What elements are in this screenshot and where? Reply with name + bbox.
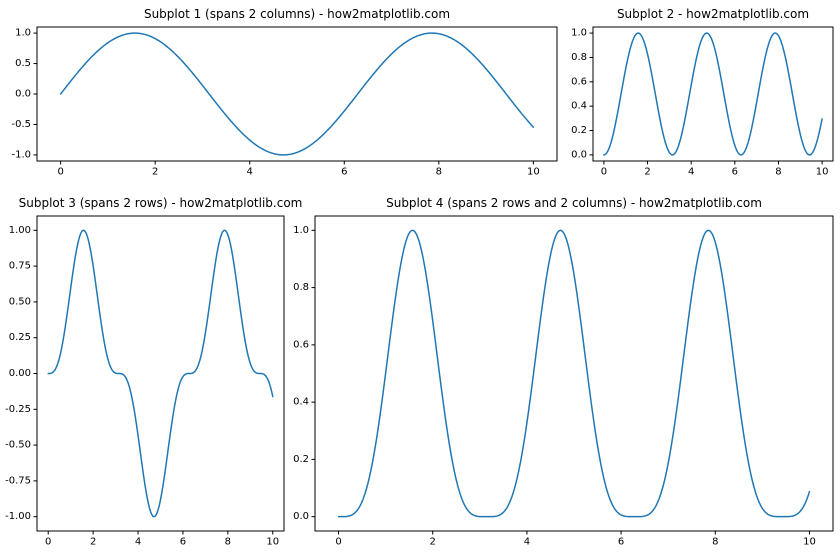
y-tick-label: -0.50 [5,440,31,451]
x-tick-label: 10 [266,536,279,547]
y-tick-label: 0.2 [293,454,309,465]
subplot-4-line [337,229,811,518]
x-tick-label: 10 [816,166,829,177]
x-tick-label: 2 [430,536,436,547]
x-tick-label: 6 [732,166,738,177]
subplot-1-spines [36,26,558,162]
x-tick-label: 6 [180,536,186,547]
subplot-1-line [59,32,535,156]
subplot-1-title: Subplot 1 (spans 2 columns) - how2matplo… [144,7,450,21]
y-tick-label: 0.0 [571,149,587,160]
y-tick-label: -0.5 [11,119,31,130]
x-tick-label: 4 [135,536,141,547]
x-tick-label: 2 [644,166,650,177]
subplot-3-line [47,229,274,518]
y-tick-label: 0.6 [571,76,587,87]
y-tick-label: 0.25 [9,332,31,343]
subplot-4: Subplot 4 (spans 2 rows and 2 columns) -… [293,196,834,547]
y-tick-label: 0.8 [293,282,309,293]
y-tick-label: 1.0 [15,28,31,39]
x-tick-label: 10 [803,536,816,547]
x-tick-label: 0 [335,536,341,547]
x-tick-label: 8 [775,166,781,177]
x-tick-label: 8 [436,166,442,177]
y-tick-label: -0.25 [5,404,31,415]
x-tick-label: 6 [618,536,624,547]
y-tick-label: 1.0 [571,28,587,39]
y-tick-label: 0.8 [571,52,587,63]
y-tick-label: -1.00 [5,511,31,522]
x-tick-label: 8 [712,536,718,547]
subplot-3-title: Subplot 3 (spans 2 rows) - how2matplotli… [19,196,303,210]
subplot-3: Subplot 3 (spans 2 rows) - how2matplotli… [5,196,302,547]
y-tick-label: 0.4 [571,101,587,112]
x-tick-label: 8 [225,536,231,547]
x-tick-label: 6 [341,166,347,177]
x-tick-label: 4 [524,536,530,547]
x-tick-label: 2 [152,166,158,177]
x-tick-label: 2 [90,536,96,547]
subplot-4-title: Subplot 4 (spans 2 rows and 2 columns) -… [386,196,762,210]
y-tick-label: 0.6 [293,339,309,350]
y-tick-label: 1.0 [293,225,309,236]
subplot-2: Subplot 2 - how2matplotlib.com 0 2 4 6 8 10 0.… [571,7,834,177]
y-tick-label: -0.75 [5,475,31,486]
subplot-1: Subplot 1 (spans 2 columns) - how2matplo… [11,7,558,177]
x-tick-label: 0 [601,166,607,177]
subplot-2-title: Subplot 2 - how2matplotlib.com [617,7,809,21]
x-tick-label: 4 [247,166,253,177]
y-tick-label: -1.0 [11,149,31,160]
y-tick-label: 1.00 [9,225,31,236]
x-tick-label: 4 [688,166,694,177]
y-tick-label: 0.0 [15,89,31,100]
y-tick-label: 0.5 [15,58,31,69]
x-tick-label: 10 [527,166,540,177]
x-tick-label: 0 [45,536,51,547]
y-tick-label: 0.75 [9,261,31,272]
y-tick-label: 0.00 [9,368,31,379]
y-tick-label: 0.50 [9,296,31,307]
y-tick-label: 0.2 [571,125,587,136]
x-tick-label: 0 [57,166,63,177]
y-tick-label: 0.0 [293,511,309,522]
subplot-2-line [603,32,823,156]
y-tick-label: 0.4 [293,397,309,408]
subplot-4-spines [314,215,834,532]
subplot-2-spines [592,26,834,162]
